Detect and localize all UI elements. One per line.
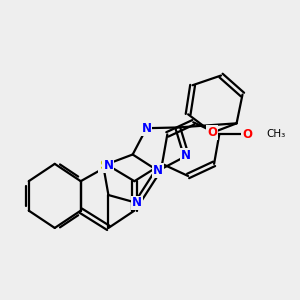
Text: O: O [242,128,252,141]
Text: O: O [207,126,218,139]
Text: N: N [132,196,142,209]
Text: N: N [153,164,163,177]
Text: S: S [99,159,107,172]
Text: N: N [182,149,191,162]
Text: CH₃: CH₃ [266,129,285,140]
Text: N: N [142,122,152,135]
Text: N: N [103,159,113,172]
